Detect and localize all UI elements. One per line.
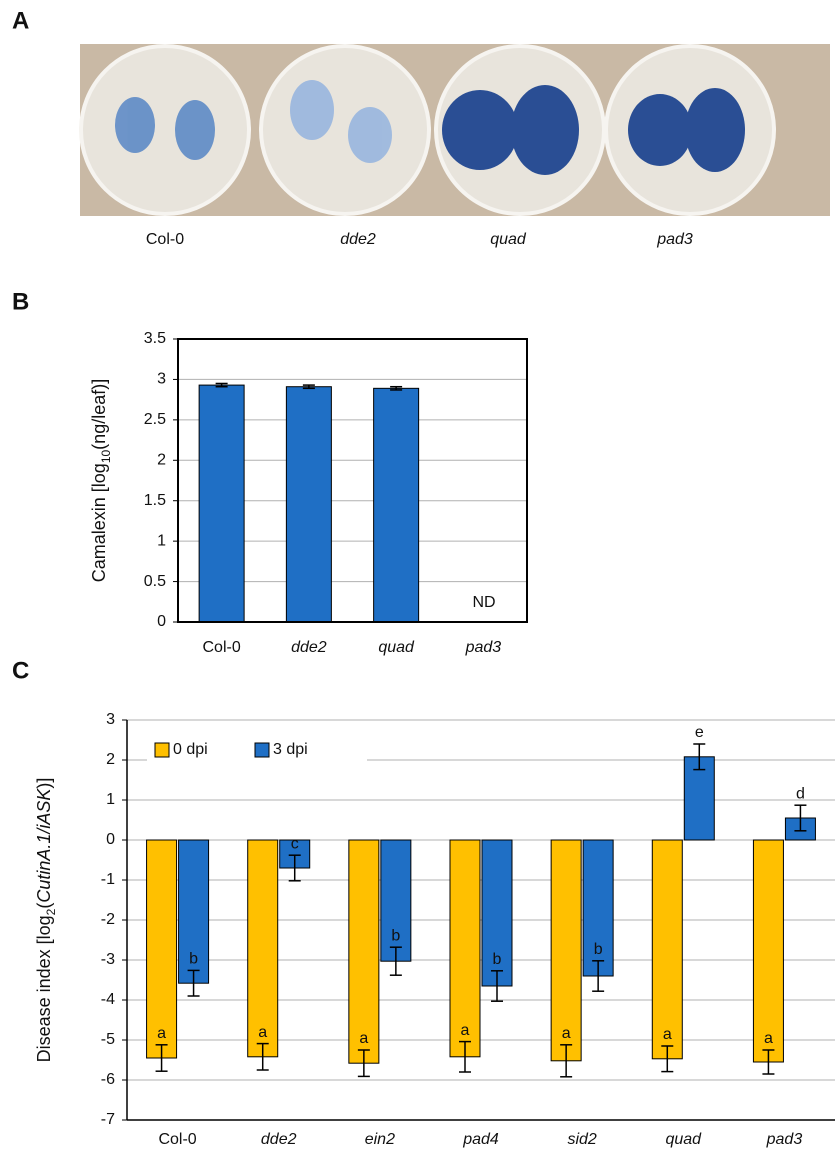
significance-letter: c [291, 835, 299, 852]
significance-letter: b [594, 941, 603, 958]
error-bar [256, 1042, 269, 1071]
significance-letter: a [562, 1025, 571, 1042]
x-tick-label: pad3 [465, 639, 502, 656]
significance-letter: b [391, 927, 400, 944]
y-tick-label: -3 [101, 951, 115, 968]
significance-letter: a [359, 1030, 368, 1047]
error-bar [491, 970, 503, 1002]
y-axis-label-part: Camalexin [log [89, 463, 109, 582]
legend-label: 3 dpi [273, 741, 308, 758]
photo-label: pad3 [656, 231, 693, 248]
error-bar [389, 946, 402, 976]
error-bar [592, 960, 605, 992]
error-bar [302, 384, 315, 390]
error-bar [762, 1049, 775, 1075]
y-axis-label: Camalexin [log10(ng/leaf)] [89, 379, 113, 582]
photo-label: quad [490, 231, 527, 248]
y-axis-label: Disease index [log2(CutinA.1/iASK)] [34, 778, 58, 1063]
error-bar [288, 854, 301, 882]
error-bar [560, 1044, 573, 1078]
y-axis-label-part: ( [34, 903, 54, 909]
panel-label: A [12, 7, 29, 34]
photo-label: dde2 [340, 231, 376, 248]
annotation: ND [472, 594, 495, 611]
significance-letter: d [796, 785, 805, 802]
bar [348, 839, 380, 1064]
y-tick-label: -2 [101, 911, 115, 928]
panel-label: C [12, 657, 29, 684]
y-tick-label: 0.5 [144, 573, 166, 590]
plot-frame [177, 338, 528, 623]
significance-letter: a [157, 1025, 166, 1042]
photo [79, 44, 830, 216]
y-tick-label: 0 [106, 831, 115, 848]
error-bar [357, 1049, 370, 1078]
bar [146, 839, 178, 1059]
x-tick-label: quad [665, 1131, 702, 1148]
bar [449, 839, 481, 1058]
error-bar [459, 1040, 471, 1073]
bar [373, 387, 420, 623]
y-tick-label: 3.5 [144, 330, 166, 347]
error-bar [661, 1045, 674, 1073]
y-tick-label: 2.5 [144, 411, 166, 428]
significance-letter: a [258, 1024, 267, 1041]
photo-label: Col-0 [146, 231, 184, 248]
y-tick-label: -1 [101, 871, 115, 888]
legend-swatch [154, 742, 170, 758]
bar [651, 839, 683, 1060]
y-axis-label-part: )] [34, 778, 54, 789]
significance-letter: a [461, 1022, 470, 1039]
bar [481, 839, 513, 987]
x-tick-label: pad3 [766, 1131, 803, 1148]
y-tick-label: 2 [106, 751, 115, 768]
y-tick-label: -7 [101, 1111, 115, 1128]
y-tick-label: -4 [101, 991, 115, 1008]
error-bar [390, 385, 403, 391]
y-tick-label: -6 [101, 1071, 115, 1088]
x-tick-label: sid2 [567, 1131, 596, 1148]
x-tick-label: pad4 [462, 1131, 499, 1148]
y-tick-label: 1 [106, 791, 115, 808]
bar [582, 839, 614, 977]
y-axis-label-part: Disease index [log [34, 915, 54, 1062]
significance-letter: b [189, 951, 198, 968]
y-tick-label: 1.5 [144, 492, 166, 509]
x-tick-label: dde2 [291, 639, 327, 656]
y-tick-label: 2 [157, 452, 166, 469]
x-tick-label: quad [378, 639, 415, 656]
y-axis-label-part: 10 [99, 449, 113, 463]
error-bar [794, 804, 807, 832]
bar [380, 839, 412, 962]
bar [178, 839, 210, 984]
significance-letter: a [764, 1030, 773, 1047]
y-axis-label-part: (ng/leaf)] [89, 379, 109, 450]
x-tick-label: Col-0 [158, 1131, 196, 1148]
x-tick-label: dde2 [261, 1131, 297, 1148]
error-bar [187, 969, 200, 997]
panel-label: B [12, 288, 29, 315]
legend-swatch [254, 742, 270, 758]
x-tick-label: ein2 [365, 1131, 395, 1148]
y-axis-label-part: 2 [44, 908, 58, 915]
y-tick-label: 1 [157, 532, 166, 549]
error-bar [215, 382, 228, 388]
error-bar [155, 1044, 168, 1072]
significance-letter: e [695, 724, 704, 741]
significance-letter: a [663, 1026, 672, 1043]
y-tick-label: 3 [106, 711, 115, 728]
error-bar [693, 743, 706, 771]
y-tick-label: 3 [157, 371, 166, 388]
y-tick-label: 0 [157, 613, 166, 630]
y-tick-label: -5 [101, 1031, 115, 1048]
bar [550, 839, 582, 1062]
y-axis-label-part: CutinA.1/iASK [34, 788, 54, 903]
bar [752, 839, 784, 1063]
significance-letter: b [493, 951, 502, 968]
bar [285, 386, 332, 623]
x-tick-label: Col-0 [203, 639, 241, 656]
bar [198, 384, 245, 623]
legend-label: 0 dpi [173, 741, 208, 758]
